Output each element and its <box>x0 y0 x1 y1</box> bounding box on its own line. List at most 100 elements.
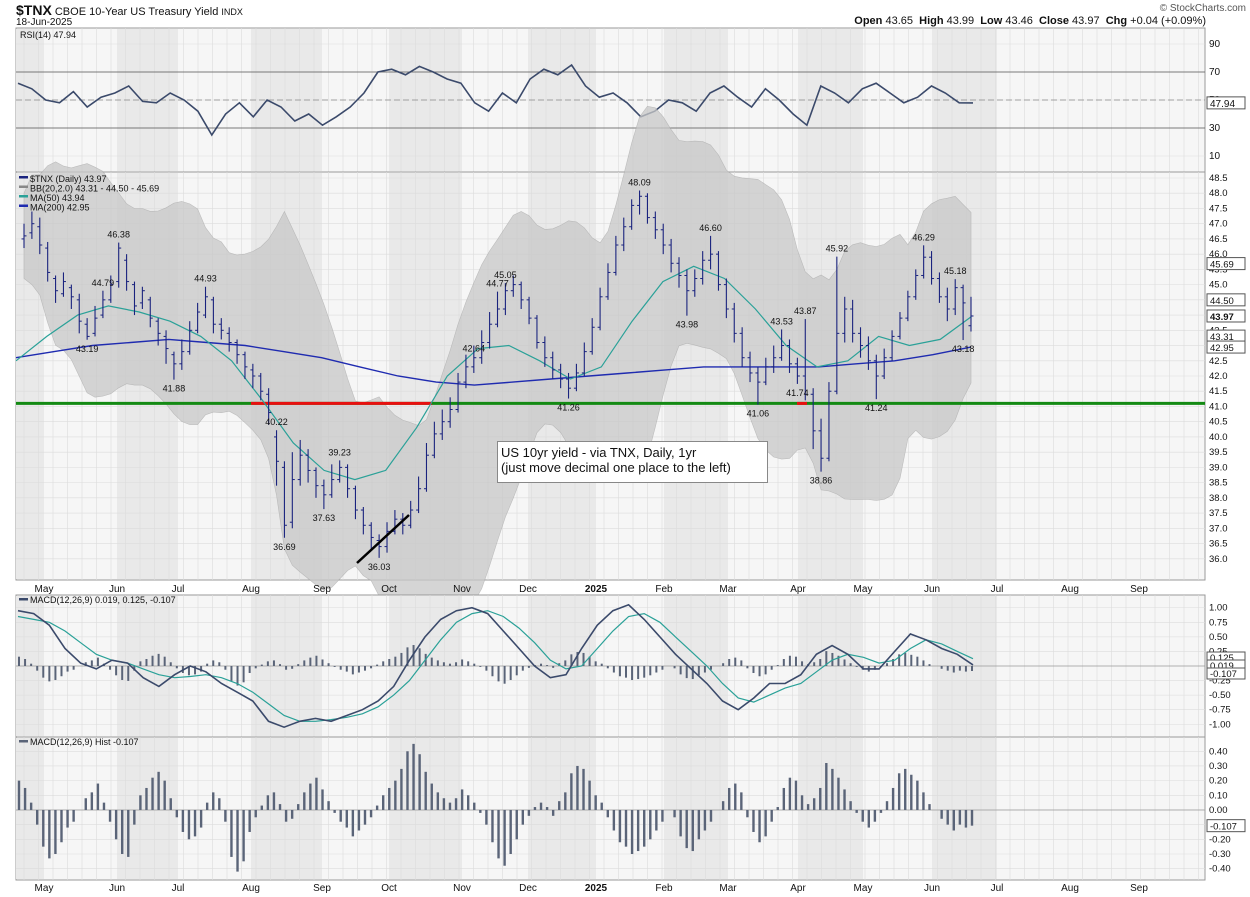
price-bar <box>124 254 130 291</box>
hist-month-shade <box>664 738 728 879</box>
price-bar <box>644 193 650 224</box>
price-bar <box>321 479 327 510</box>
price-bar <box>597 287 603 331</box>
price-bar <box>455 372 461 413</box>
price-tick-label: 48.0 <box>1209 188 1228 199</box>
price-bar <box>502 283 508 316</box>
price-annotation-label: 39.23 <box>328 447 351 457</box>
price-annotation-label: 45.05 <box>494 270 517 280</box>
price-annotation-label: 46.60 <box>699 223 722 233</box>
price-annotation-label: 38.86 <box>810 476 833 486</box>
price-bar <box>715 251 721 291</box>
price-bar <box>416 476 422 514</box>
macd-tick-label: 1.00 <box>1209 603 1228 614</box>
macd-current-tag: -0.107 <box>1210 669 1237 680</box>
chg-value: +0.04 (+0.09%) <box>1130 15 1206 27</box>
price-bar <box>352 485 358 520</box>
price-bar <box>566 372 572 399</box>
price-bar <box>313 467 319 498</box>
price-annotation-label: 41.24 <box>865 403 888 413</box>
macd-current-tag: 0.125 <box>1210 653 1234 664</box>
security-name: CBOE 10-Year US Treasury Yield <box>54 6 219 18</box>
hist-tick-label: -0.40 <box>1209 864 1231 875</box>
price-bar <box>660 223 666 255</box>
price-bar <box>400 513 406 535</box>
price-legend-swatch <box>19 204 28 207</box>
symbol: $TNX <box>16 2 52 18</box>
price-bar <box>810 388 816 450</box>
price-bar <box>45 241 51 282</box>
price-bar <box>266 388 272 425</box>
price-tick-label: 37.0 <box>1209 523 1228 534</box>
price-bar <box>21 223 27 249</box>
price-bar <box>684 269 690 316</box>
price-bar <box>637 190 643 215</box>
price-tick-label: 39.5 <box>1209 447 1228 458</box>
x-axis-month-label: Dec <box>519 584 537 595</box>
price-bar <box>179 339 185 370</box>
rsi-tick-label: 10 <box>1209 151 1221 162</box>
rsi-tick-label: 30 <box>1209 123 1221 134</box>
price-bar <box>968 296 974 332</box>
price-bar <box>897 312 903 340</box>
price-bar <box>826 382 832 462</box>
open-value: 43.65 <box>885 15 913 27</box>
price-bar <box>676 257 682 288</box>
price-bar <box>29 211 35 239</box>
rsi-tick-label: 90 <box>1209 39 1221 50</box>
x-axis-month-label-bottom: May <box>35 883 54 894</box>
rsi-current-tag: 47.94 <box>1210 99 1235 110</box>
macd-tick-label: -1.00 <box>1209 719 1231 730</box>
price-bar <box>731 302 737 343</box>
price-bar <box>605 263 611 300</box>
price-bar <box>929 251 935 285</box>
close-value: 43.97 <box>1072 15 1100 27</box>
price-annotation-label: 46.38 <box>107 230 130 240</box>
price-bar <box>921 245 927 279</box>
ohlc-readout: Open 43.65 High 43.99 Low 43.46 Close 43… <box>854 15 1206 27</box>
price-bar <box>250 363 256 389</box>
price-legend-item: BB(20,2.0) 43.31 - 44.50 - 45.69 <box>30 184 159 194</box>
price-current-tag: 44.50 <box>1210 296 1234 307</box>
high-label: High <box>919 15 944 27</box>
x-axis-month-label: Nov <box>453 584 471 595</box>
price-bar <box>881 348 887 380</box>
price-bar <box>960 284 966 341</box>
price-bar <box>526 296 532 325</box>
price-bar <box>37 217 43 255</box>
price-bar <box>479 330 485 364</box>
price-bar <box>873 354 879 400</box>
x-axis-month-label: Jun <box>109 584 125 595</box>
price-annotation-label: 48.09 <box>628 177 651 187</box>
price-bar <box>668 238 674 273</box>
price-bar <box>794 357 800 384</box>
ma50-line <box>15 265 972 481</box>
price-annotation-label: 45.18 <box>944 266 967 276</box>
price-current-tag: 43.97 <box>1210 312 1234 323</box>
x-axis-month-label-bottom: Jul <box>991 883 1004 894</box>
hist-tick-label: 0.00 <box>1209 805 1228 816</box>
hist-month-shade <box>528 738 596 879</box>
rsi-line <box>17 63 974 137</box>
price-bar <box>708 235 714 270</box>
macd-tick-label: 0.50 <box>1209 632 1228 643</box>
price-annotation-label: 40.22 <box>265 417 288 427</box>
price-bar <box>471 345 477 373</box>
price-bar <box>84 318 90 340</box>
price-bar <box>495 291 500 328</box>
x-axis-month-label-bottom: Oct <box>381 883 397 894</box>
price-bar <box>850 299 856 343</box>
price-bar <box>163 330 169 364</box>
low-value: 43.46 <box>1005 15 1033 27</box>
price-tick-label: 40.0 <box>1209 432 1228 443</box>
price-bar <box>905 290 911 322</box>
price-bar <box>802 319 808 401</box>
price-bar <box>171 351 177 380</box>
price-bar <box>337 460 343 483</box>
x-axis-month-label-bottom: Jun <box>924 883 940 894</box>
price-bar <box>408 500 414 529</box>
price-bar <box>692 269 698 297</box>
price-bar <box>345 464 351 498</box>
price-bar <box>100 290 106 319</box>
